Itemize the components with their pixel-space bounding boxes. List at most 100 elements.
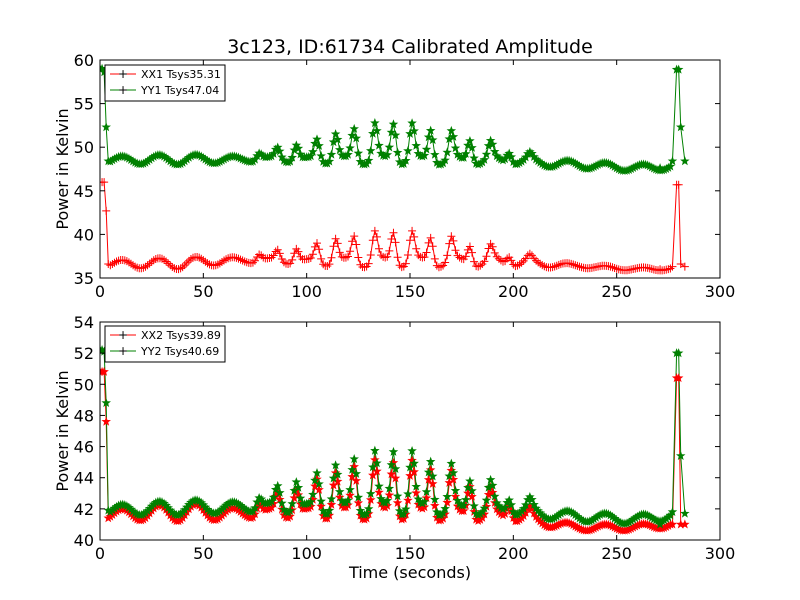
data-point bbox=[126, 504, 136, 514]
data-point bbox=[387, 234, 396, 243]
data-point bbox=[463, 482, 473, 492]
data-point bbox=[200, 502, 211, 512]
data-point bbox=[647, 512, 657, 522]
data-point bbox=[291, 140, 302, 150]
data-point bbox=[143, 261, 152, 270]
data-point bbox=[675, 450, 686, 460]
data-point bbox=[157, 497, 167, 507]
data-point bbox=[392, 497, 403, 507]
data-point bbox=[318, 156, 328, 166]
data-point bbox=[498, 155, 508, 165]
data-point bbox=[567, 259, 576, 268]
data-point bbox=[447, 232, 456, 241]
data-point bbox=[128, 506, 138, 516]
data-point bbox=[100, 67, 109, 77]
data-point bbox=[124, 502, 134, 512]
data-point bbox=[506, 152, 517, 162]
data-point bbox=[165, 505, 176, 515]
data-point bbox=[284, 260, 293, 269]
top-plot-frame bbox=[99, 59, 721, 279]
bottom-x-tick-label: 200 bbox=[498, 544, 529, 563]
data-point bbox=[107, 155, 118, 165]
data-point bbox=[403, 495, 413, 505]
data-point bbox=[267, 253, 276, 262]
bottom-panel: 0 50 100 150 200 250 300 40 42 44 46 48 50 52 54 Power… bbox=[53, 313, 735, 563]
bottom-y-tick-label: 42 bbox=[74, 500, 94, 519]
data-point bbox=[349, 123, 359, 133]
data-point bbox=[527, 494, 537, 504]
data-point bbox=[236, 255, 245, 264]
data-point bbox=[409, 466, 419, 476]
data-point bbox=[370, 118, 380, 128]
data-point bbox=[275, 249, 284, 258]
data-point bbox=[380, 151, 390, 161]
top-x-tick-label: 0 bbox=[95, 282, 105, 301]
data-point bbox=[401, 504, 411, 514]
data-point bbox=[437, 262, 445, 271]
data-point bbox=[328, 480, 339, 490]
data-point bbox=[454, 504, 465, 514]
data-point bbox=[277, 498, 287, 508]
data-point bbox=[569, 260, 578, 269]
data-point bbox=[316, 501, 326, 511]
data-point bbox=[384, 483, 395, 493]
data-point bbox=[534, 258, 543, 267]
top-x-tick-label: 300 bbox=[705, 282, 736, 301]
data-point bbox=[417, 503, 428, 513]
data-point bbox=[377, 251, 386, 260]
data-point bbox=[366, 251, 375, 260]
data-point bbox=[386, 459, 397, 469]
bottom-x-tick-label: 250 bbox=[601, 544, 632, 563]
data-point bbox=[450, 143, 461, 153]
data-point bbox=[353, 492, 364, 502]
data-point bbox=[469, 153, 479, 163]
data-point bbox=[539, 512, 550, 522]
data-point bbox=[314, 479, 324, 489]
data-point bbox=[479, 503, 490, 513]
data-point bbox=[384, 142, 395, 152]
data-point bbox=[272, 142, 283, 152]
data-point bbox=[568, 508, 579, 518]
data-point bbox=[289, 145, 300, 155]
data-point bbox=[423, 132, 434, 142]
data-point bbox=[507, 256, 516, 265]
data-point bbox=[306, 254, 315, 263]
data-point bbox=[220, 256, 228, 265]
data-point bbox=[363, 503, 374, 513]
data-point bbox=[332, 476, 343, 486]
bottom-y-tick-label: 50 bbox=[74, 375, 94, 394]
data-point bbox=[239, 503, 250, 513]
data-point bbox=[139, 263, 148, 272]
data-point bbox=[465, 135, 475, 146]
data-point bbox=[525, 249, 534, 258]
data-point bbox=[496, 509, 506, 519]
data-point bbox=[414, 251, 423, 260]
data-point bbox=[268, 148, 279, 158]
data-point bbox=[137, 264, 146, 273]
data-point bbox=[673, 348, 684, 358]
data-point bbox=[394, 157, 405, 167]
data-point bbox=[624, 517, 634, 527]
top-y-tick-label: 35 bbox=[74, 269, 94, 288]
data-point bbox=[351, 468, 362, 478]
data-point bbox=[231, 503, 242, 513]
data-point bbox=[399, 513, 409, 523]
data-point bbox=[440, 155, 450, 165]
data-point bbox=[470, 257, 479, 266]
data-point bbox=[425, 456, 436, 466]
data-point bbox=[511, 262, 520, 271]
data-point bbox=[224, 254, 233, 263]
legend-label-xx1: XX1 Tsys35.31 bbox=[141, 68, 221, 81]
data-point bbox=[487, 139, 498, 149]
data-point bbox=[318, 506, 328, 516]
data-point bbox=[375, 244, 383, 253]
data-point bbox=[397, 263, 406, 272]
data-point bbox=[463, 488, 473, 498]
data-point bbox=[368, 470, 378, 480]
data-point bbox=[517, 258, 526, 267]
data-point bbox=[409, 126, 419, 136]
data-point bbox=[314, 140, 324, 150]
data-point bbox=[612, 264, 621, 273]
data-point bbox=[593, 511, 603, 521]
